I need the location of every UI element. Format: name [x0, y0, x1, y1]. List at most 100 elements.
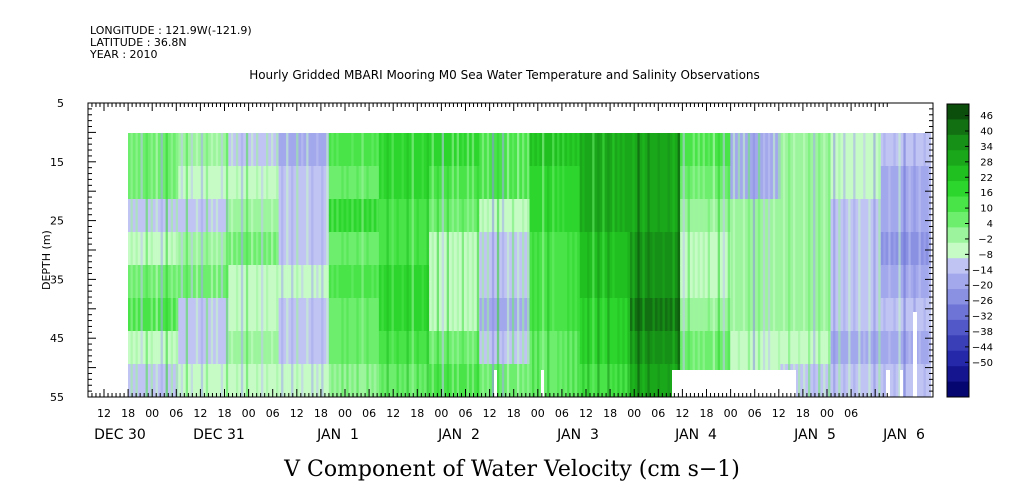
- heatmap-streak: [582, 133, 585, 397]
- latitude-label: LATITUDE : 36.8N: [90, 36, 187, 49]
- colorbar-label: 16: [980, 188, 993, 199]
- heatmap-streak: [747, 133, 751, 397]
- heatmap-streak: [336, 133, 339, 397]
- x-hour-label: 18: [796, 407, 810, 420]
- x-hour-label: 00: [338, 407, 352, 420]
- heatmap-streak: [808, 133, 811, 397]
- heatmap-streak: [476, 133, 480, 397]
- heatmap-streak: [245, 133, 249, 397]
- heatmap-streak: [517, 133, 520, 397]
- heatmap-streak: [908, 133, 911, 397]
- heatmap-streak: [737, 133, 741, 397]
- heatmap-streak: [732, 133, 736, 397]
- heatmap-streak: [296, 133, 299, 397]
- heatmap-streak: [843, 133, 846, 397]
- colorbar-swatch: [947, 104, 969, 120]
- heatmap-streak: [913, 133, 916, 397]
- x-axis: 12 18 00 06 12 18 00 06 12 18 00 06 12 18 00 06 12 18 00 06…: [91, 103, 925, 443]
- x-hour-label: 06: [844, 407, 858, 420]
- y-axis-label: DEPTH (m): [40, 230, 53, 290]
- x-hour-label: 18: [507, 407, 521, 420]
- heatmap-streak: [632, 133, 635, 397]
- x-hour-label: 12: [193, 407, 207, 420]
- heatmap-streak: [396, 133, 399, 397]
- colorbar-swatch: [947, 319, 969, 336]
- colorbar-label: −14: [972, 265, 993, 276]
- heatmap-streak: [567, 133, 570, 397]
- heatmap-cell: [880, 331, 931, 348]
- heatmap-streak: [537, 133, 540, 397]
- x-hour-label: 18: [121, 407, 135, 420]
- x-hour-label: 06: [362, 407, 376, 420]
- heatmap-streak: [386, 133, 389, 397]
- heatmap-streak: [587, 133, 590, 397]
- x-hour-label: 00: [531, 407, 545, 420]
- colorbar-label: 28: [980, 157, 993, 168]
- heatmap-streak: [878, 133, 881, 397]
- x-hour-label: 12: [675, 407, 689, 420]
- heatmap-streak: [757, 133, 761, 397]
- x-axis-label: V Component of Water Velocity (cm s−1): [283, 457, 740, 482]
- heatmap-cell: [880, 281, 931, 299]
- heatmap-streak: [798, 133, 801, 397]
- x-day-label: JAN 2: [437, 427, 480, 443]
- heatmap-cell: [880, 364, 931, 381]
- colorbar-swatch: [947, 150, 969, 167]
- data-gap: [900, 370, 903, 398]
- heatmap-streak: [642, 133, 645, 397]
- heatmap-cell: [880, 199, 931, 216]
- heatmap-streak: [496, 133, 500, 397]
- heatmap-streak: [677, 133, 680, 397]
- heatmap-streak: [542, 133, 545, 397]
- x-hour-label: 18: [314, 407, 328, 420]
- heatmap-streak: [818, 133, 821, 397]
- x-day-label: JAN 1: [316, 427, 359, 443]
- heatmap-streak: [180, 133, 183, 397]
- y-tick-label: 35: [50, 273, 64, 286]
- x-hour-label: 06: [555, 407, 569, 420]
- heatmap-streak: [617, 133, 620, 397]
- colorbar-frame: [946, 103, 970, 398]
- colorbar-swatch: [947, 242, 969, 259]
- heatmap-streak: [527, 133, 530, 397]
- heatmap-streak: [170, 133, 173, 397]
- heatmap-streak: [602, 133, 605, 397]
- heatmap-streak: [190, 133, 193, 397]
- heatmap-streak: [647, 133, 650, 397]
- colorbar-label: −26: [972, 296, 993, 307]
- heatmap-streak: [200, 133, 204, 397]
- x-hour-label: 18: [700, 407, 714, 420]
- heatmap-cell: [880, 265, 931, 282]
- x-hour-label: 00: [145, 407, 159, 420]
- heatmap-streak: [456, 133, 459, 397]
- heatmap-streak: [266, 133, 269, 397]
- heatmap-streak: [431, 133, 434, 397]
- x-hour-label: 12: [772, 407, 786, 420]
- x-day-label: JAN 3: [556, 427, 599, 443]
- heatmap-streak: [712, 133, 715, 397]
- heatmap-streak: [612, 133, 615, 397]
- x-hour-label: 18: [603, 407, 617, 420]
- colorbar-label: 4: [987, 219, 993, 230]
- y-tick-label: 55: [50, 391, 64, 404]
- colorbar-label: 34: [980, 142, 993, 153]
- heatmap-streak: [511, 133, 515, 397]
- x-day-label: JAN 6: [882, 427, 925, 443]
- heatmap-cell: [880, 149, 931, 167]
- heatmap-streak: [135, 133, 138, 397]
- x-hour-label: 12: [579, 407, 593, 420]
- heatmap-streak: [722, 133, 725, 397]
- heatmap-streak: [466, 133, 470, 397]
- heatmap-streak: [782, 133, 786, 397]
- heatmap-streak: [240, 133, 244, 397]
- heatmap-streak: [306, 133, 309, 397]
- x-hour-label: 06: [748, 407, 762, 420]
- heatmap-streak: [868, 133, 871, 397]
- heatmap-streak: [446, 133, 449, 397]
- heatmap-cell: [880, 347, 931, 365]
- heatmap-streak: [130, 133, 133, 397]
- heatmap-streak: [863, 133, 866, 397]
- heatmap-streak: [331, 133, 334, 397]
- heatmap-streak: [682, 133, 685, 397]
